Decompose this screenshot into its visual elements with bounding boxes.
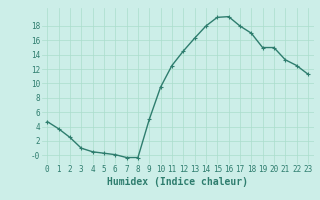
X-axis label: Humidex (Indice chaleur): Humidex (Indice chaleur): [107, 177, 248, 187]
